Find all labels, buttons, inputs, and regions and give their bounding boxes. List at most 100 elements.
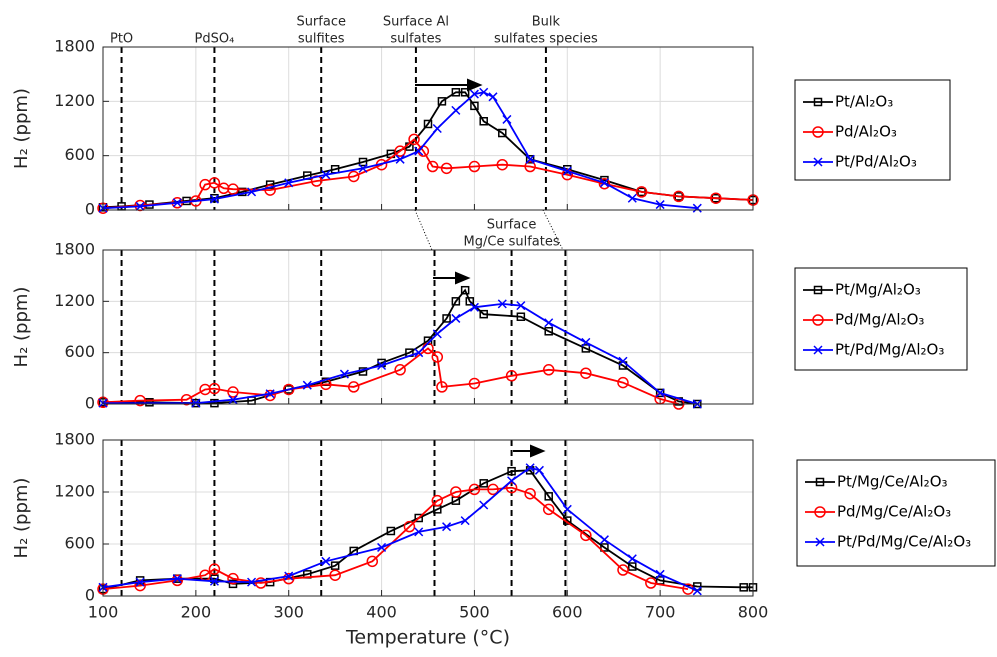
marker xyxy=(542,364,555,376)
marker xyxy=(284,571,294,581)
annotation: sulfates species xyxy=(494,32,598,47)
x-tick-label: 600 xyxy=(552,603,583,622)
y-tick-label: 0 xyxy=(85,394,95,413)
marker xyxy=(534,465,544,475)
marker xyxy=(282,572,295,585)
marker xyxy=(432,123,442,134)
plot-frame xyxy=(102,46,754,211)
marker xyxy=(414,513,423,523)
marker xyxy=(228,579,238,589)
marker xyxy=(436,381,448,393)
marker xyxy=(134,579,146,592)
marker xyxy=(450,486,462,498)
marker xyxy=(710,192,722,204)
annotation: PtO xyxy=(110,32,133,47)
marker xyxy=(815,477,825,487)
y-tick-label: 0 xyxy=(85,586,95,605)
marker xyxy=(468,160,481,173)
marker xyxy=(655,388,665,398)
marker xyxy=(432,329,442,339)
series-line xyxy=(102,466,698,592)
marker xyxy=(358,163,368,173)
marker xyxy=(302,380,312,390)
marker xyxy=(395,154,405,164)
marker xyxy=(347,170,360,183)
marker xyxy=(544,492,553,501)
marker xyxy=(600,543,609,552)
marker xyxy=(227,183,239,195)
plot-frame xyxy=(102,249,754,405)
plot-area xyxy=(103,250,753,404)
legend-label: Pd/Mg/Al₂O₃ xyxy=(835,311,924,329)
marker xyxy=(507,466,516,476)
marker xyxy=(505,481,518,494)
marker xyxy=(813,285,823,295)
x-tick-label: 700 xyxy=(645,603,676,622)
marker xyxy=(469,89,479,99)
marker xyxy=(581,337,591,347)
marker xyxy=(479,479,488,488)
y-tick-label: 1200 xyxy=(54,91,95,110)
arrow-head xyxy=(467,78,483,92)
marker xyxy=(581,344,591,353)
arrow-head xyxy=(455,271,471,285)
legend-label: Pt/Al₂O₃ xyxy=(835,93,893,111)
marker xyxy=(739,583,748,592)
connectors xyxy=(414,209,564,251)
legend-label: Pt/Mg/Ce/Al₂O₃ xyxy=(837,473,948,491)
marker xyxy=(525,155,535,164)
marker xyxy=(414,348,424,358)
y-tick-label: 0 xyxy=(85,200,95,219)
marker xyxy=(347,381,360,393)
y-tick-label: 1800 xyxy=(54,37,95,56)
marker xyxy=(497,299,507,309)
marker xyxy=(460,516,470,526)
marker xyxy=(469,302,479,312)
marker xyxy=(431,494,444,507)
marker xyxy=(507,476,517,486)
marker xyxy=(672,190,685,203)
y-tick-label: 1200 xyxy=(54,291,95,310)
marker xyxy=(282,383,295,396)
marker xyxy=(442,522,452,532)
marker xyxy=(562,504,572,514)
marker xyxy=(208,382,221,395)
marker xyxy=(813,345,823,355)
marker xyxy=(431,351,444,363)
marker xyxy=(227,386,239,398)
arrow-head xyxy=(530,444,546,458)
marker xyxy=(815,537,825,547)
marker xyxy=(488,92,498,102)
marker xyxy=(339,369,349,379)
x-tick-label: 100 xyxy=(88,603,119,622)
marker xyxy=(228,395,238,405)
marker xyxy=(516,301,526,311)
marker xyxy=(562,166,572,176)
marker xyxy=(437,97,447,106)
marker xyxy=(460,285,470,295)
marker xyxy=(479,309,488,319)
legend-box xyxy=(794,79,951,181)
marker xyxy=(655,200,665,210)
x-tick-label: 800 xyxy=(738,603,769,622)
y-tick-label: 1800 xyxy=(54,430,95,449)
marker xyxy=(496,158,509,171)
marker xyxy=(505,370,518,382)
marker xyxy=(451,313,461,323)
y-axis-label: H₂ (ppm) xyxy=(11,287,32,368)
marker xyxy=(440,162,453,175)
legend-label: Pd/Al₂O₃ xyxy=(835,123,897,141)
marker xyxy=(542,503,555,516)
panel: 0 600 1200 1800 100 200 300 400 500 600 700 800 Pt/M… xyxy=(11,430,996,649)
marker xyxy=(135,577,145,587)
marker xyxy=(502,114,512,124)
marker xyxy=(525,463,535,473)
annotation: Surface xyxy=(487,218,537,233)
y-tick-label: 600 xyxy=(64,145,95,164)
series-line xyxy=(102,138,754,210)
marker xyxy=(470,101,479,111)
legend-label: Pd/Mg/Ce/Al₂O₃ xyxy=(837,503,951,521)
annotation: Surface Al xyxy=(383,15,449,30)
marker xyxy=(813,157,823,167)
